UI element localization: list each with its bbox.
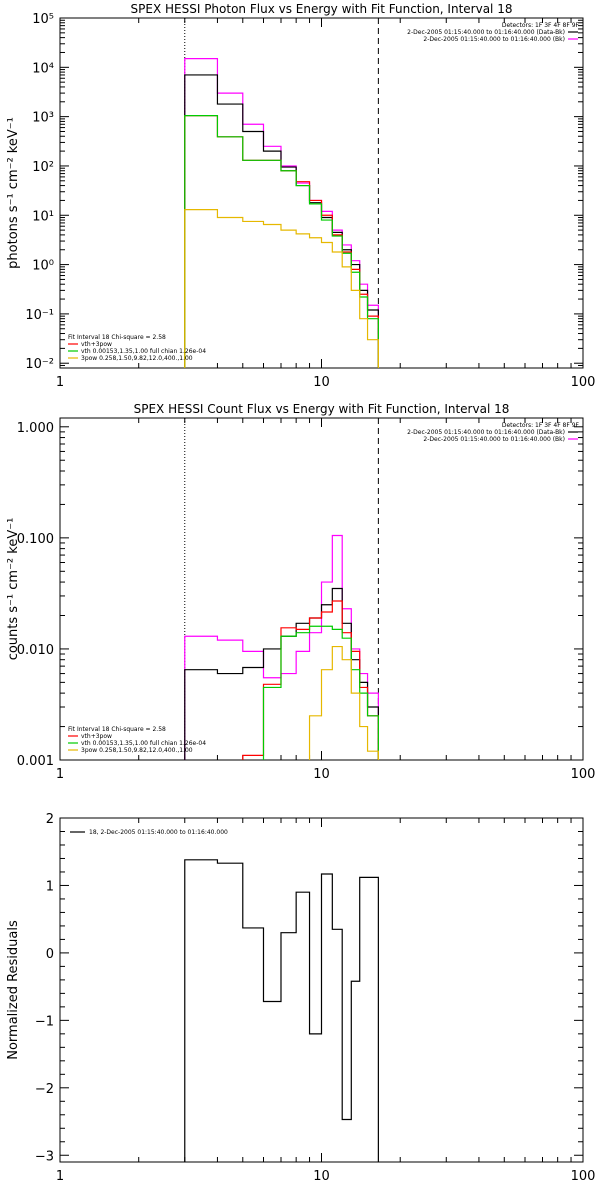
y-tick-label: 10¹	[32, 209, 54, 224]
y-tick-label: 1.000	[17, 421, 54, 436]
chart-panel-1: SPEX HESSI Photon Flux vs Energy with Fi…	[6, 2, 595, 390]
y-tick-label: −2	[35, 1082, 54, 1097]
y-tick-label: 2	[46, 812, 54, 827]
legend-entry: vth+3pow	[81, 341, 112, 348]
y-tick-label: 10²	[32, 160, 54, 175]
plot-frame	[59, 417, 584, 761]
data-series-5	[184, 209, 379, 368]
x-tick-label: 100	[571, 1169, 596, 1184]
chart-title: SPEX HESSI Count Flux vs Energy with Fit…	[134, 402, 510, 416]
legend-entry: 2-Dec-2005 01:15:40.000 to 01:16:40.000 …	[407, 429, 565, 436]
y-tick-label: 10⁰	[32, 259, 54, 274]
legend-entry: vth 0.00153,1.35,1.00 full chian 1.26e-0…	[81, 348, 206, 355]
legend-detectors: Detectors: 1F 3F 4F 8F 9F	[502, 422, 580, 429]
y-tick-label: 10⁵	[32, 12, 54, 27]
legend-entry: vth+3pow	[81, 733, 112, 740]
legend-entry: 2-Dec-2005 01:15:40.000 to 01:16:40.000 …	[423, 36, 565, 43]
plot-frame	[59, 817, 584, 1163]
y-tick-label: 10⁻¹	[25, 308, 54, 323]
y-tick-label: 10⁴	[32, 61, 54, 76]
y-tick-label: 0	[46, 947, 54, 962]
y-tick-label: 10⁻²	[25, 357, 54, 372]
y-tick-label: 0.010	[17, 643, 54, 658]
legend-fit-header: Fit Interval 18 Chi-square = 2.58	[68, 726, 166, 733]
legend-entry: 2-Dec-2005 01:15:40.000 to 01:16:40.000 …	[407, 29, 565, 36]
legend-entry: 3pow 0.258,1.50,9.82,12.0,400.,1.00	[81, 355, 193, 362]
data-series-4	[184, 114, 379, 368]
x-tick-label: 10	[313, 375, 330, 390]
data-series-2	[184, 74, 379, 368]
legend-entry: 3pow 0.258,1.50,9.82,12.0,400.,1.00	[81, 747, 193, 754]
legend-entry: vth 0.00153,1.35,1.00 full chian 1.26e-0…	[81, 740, 206, 747]
legend-entry: 2-Dec-2005 01:15:40.000 to 01:16:40.000 …	[423, 436, 565, 443]
plot-frame	[59, 17, 584, 369]
y-axis-label: photons s⁻¹ cm⁻² keV⁻¹	[6, 117, 21, 269]
y-tick-label: 1	[46, 879, 54, 894]
legend-detectors: Detectors: 1F 3F 4F 8F 9F	[502, 22, 580, 29]
chart-panel-3: Normalized Residuals 1 10 100 −3 −2 −1 0 1 2 18, 2…	[6, 812, 595, 1184]
legend-entry: 18, 2-Dec-2005 01:15:40.000 to 01:16:40.…	[89, 829, 228, 836]
legend-fit-header: Fit Interval 18 Chi-square = 2.58	[68, 334, 166, 341]
y-tick-label: 0.100	[17, 532, 54, 547]
chart-panel-2: SPEX HESSI Count Flux vs Energy with Fit…	[6, 402, 595, 782]
data-series-1	[184, 859, 379, 1162]
y-axis-label: counts s⁻¹ cm⁻² keV⁻¹	[6, 518, 21, 661]
data-series-1	[184, 58, 379, 368]
x-tick-label: 10	[313, 1169, 330, 1184]
y-tick-label: 0.001	[17, 754, 54, 769]
x-tick-label: 100	[571, 767, 596, 782]
chart-title: SPEX HESSI Photon Flux vs Energy with Fi…	[131, 2, 513, 16]
x-tick-label: 1	[56, 767, 64, 782]
x-tick-label: 10	[313, 767, 330, 782]
y-tick-label: −3	[35, 1149, 54, 1164]
x-tick-label: 1	[56, 1169, 64, 1184]
x-tick-label: 100	[571, 375, 596, 390]
y-tick-label: −1	[35, 1014, 54, 1029]
data-series-4	[184, 625, 379, 760]
y-axis-label: Normalized Residuals	[6, 920, 21, 1060]
data-series-5	[184, 645, 379, 760]
x-tick-label: 1	[56, 375, 64, 390]
y-tick-label: 10³	[32, 111, 54, 126]
